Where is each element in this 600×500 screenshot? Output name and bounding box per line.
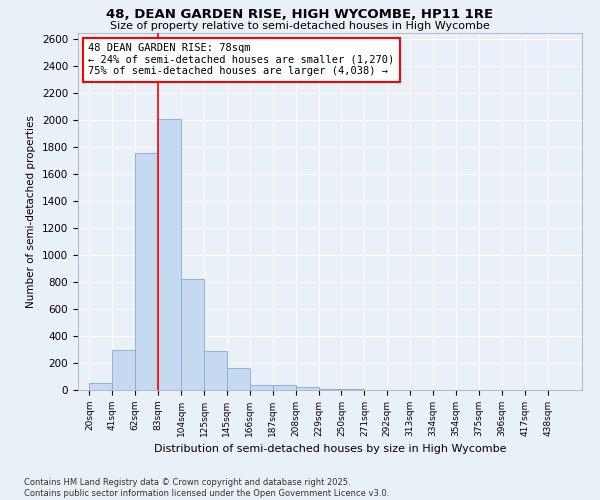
- Bar: [89, 384, 112, 390]
- Bar: [227, 368, 250, 390]
- Text: Size of property relative to semi-detached houses in High Wycombe: Size of property relative to semi-detach…: [110, 21, 490, 31]
- Bar: [181, 280, 204, 390]
- X-axis label: Distribution of semi-detached houses by size in High Wycombe: Distribution of semi-detached houses by …: [154, 444, 506, 454]
- Bar: [204, 351, 227, 390]
- Bar: [112, 350, 135, 390]
- Text: 48 DEAN GARDEN RISE: 78sqm
← 24% of semi-detached houses are smaller (1,270)
75%: 48 DEAN GARDEN RISE: 78sqm ← 24% of semi…: [88, 43, 394, 76]
- Bar: [158, 119, 181, 390]
- Bar: [135, 152, 158, 390]
- Bar: [319, 388, 341, 390]
- Y-axis label: Number of semi-detached properties: Number of semi-detached properties: [26, 115, 37, 308]
- Bar: [250, 384, 273, 390]
- Bar: [273, 384, 296, 390]
- Bar: [296, 386, 319, 390]
- Text: 48, DEAN GARDEN RISE, HIGH WYCOMBE, HP11 1RE: 48, DEAN GARDEN RISE, HIGH WYCOMBE, HP11…: [106, 8, 494, 20]
- Text: Contains HM Land Registry data © Crown copyright and database right 2025.
Contai: Contains HM Land Registry data © Crown c…: [24, 478, 389, 498]
